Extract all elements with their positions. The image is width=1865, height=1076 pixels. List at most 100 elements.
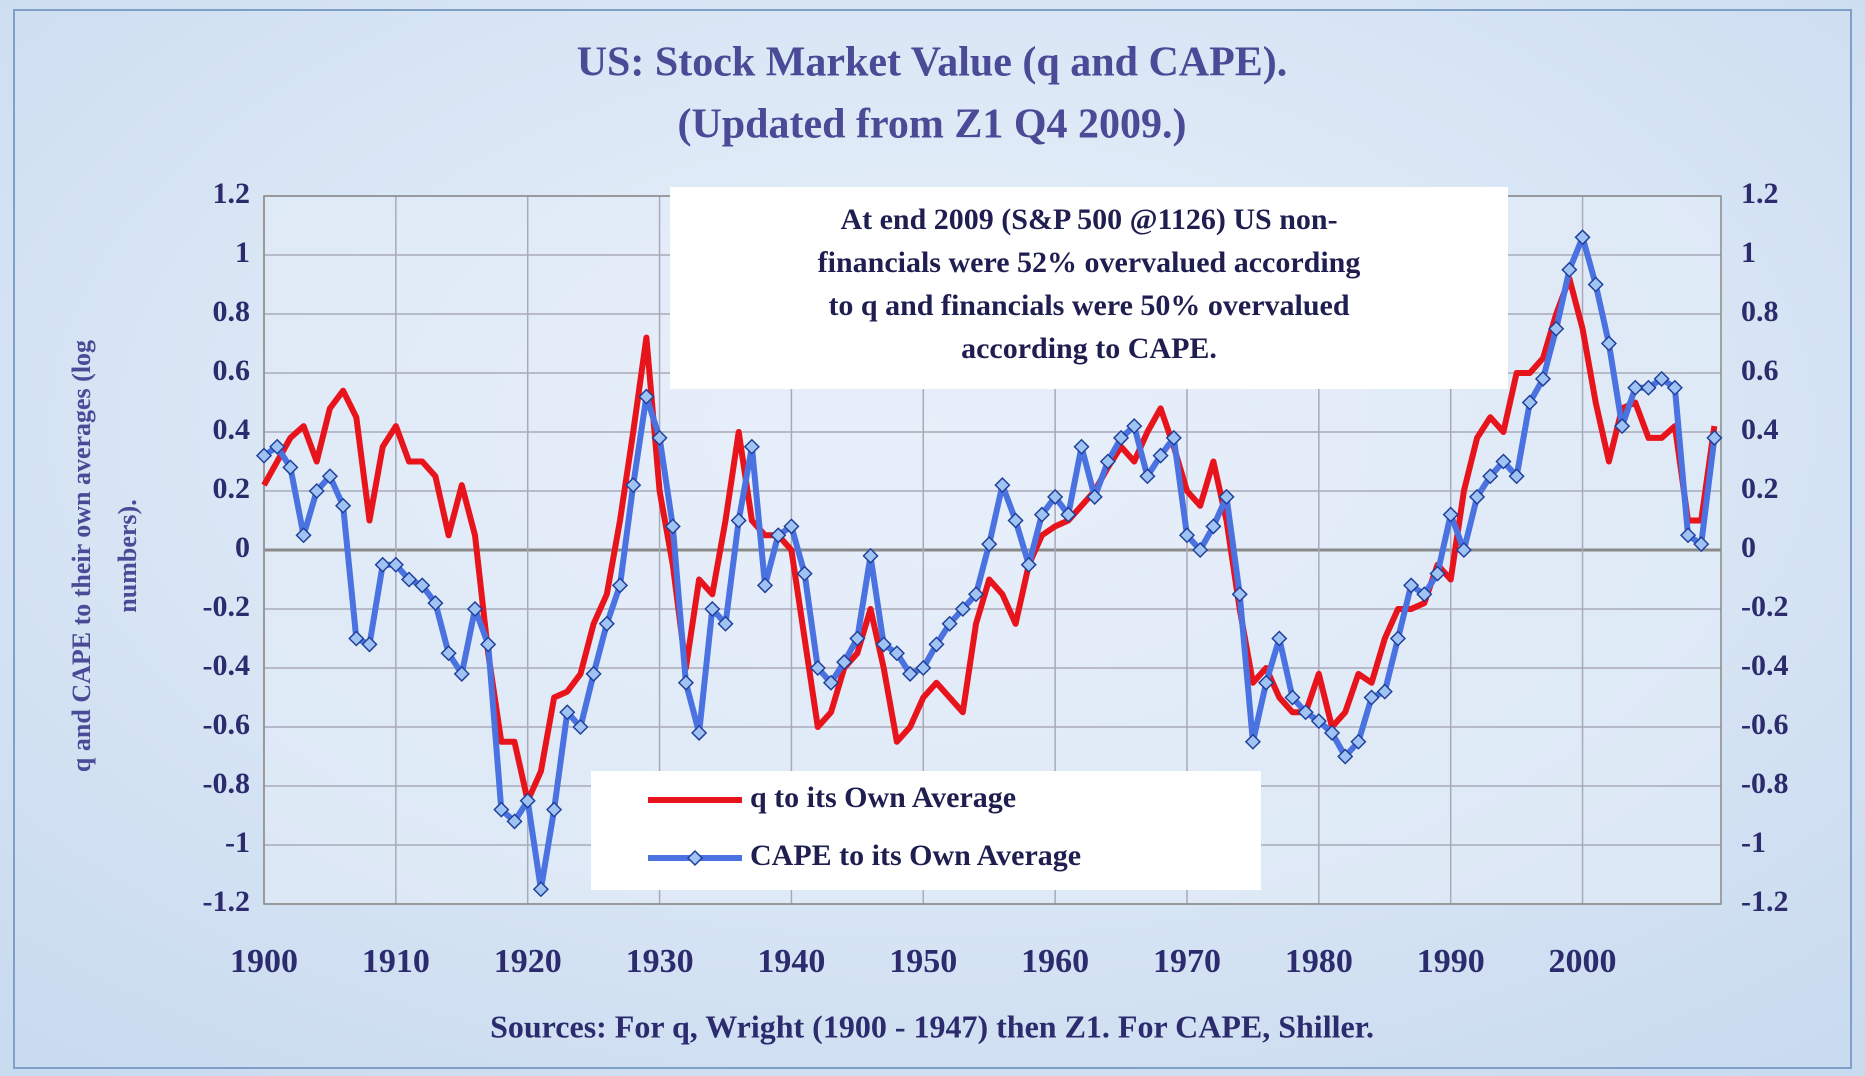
- x-tick-label: 1910: [362, 943, 430, 980]
- y-axis-label: numbers).: [113, 499, 142, 612]
- x-tick-label: 2000: [1549, 943, 1617, 980]
- marker: [1416, 586, 1433, 603]
- marker: [559, 704, 576, 721]
- marker: [1640, 379, 1657, 396]
- marker: [598, 615, 615, 632]
- marker: [1231, 586, 1248, 603]
- marker: [1060, 506, 1077, 523]
- y2-tick-label: 0.8: [1741, 295, 1779, 328]
- y2-tick-label: 1.2: [1741, 177, 1779, 210]
- marker: [1376, 683, 1393, 700]
- y-tick-label: 0.8: [213, 295, 251, 328]
- marker: [651, 429, 668, 446]
- marker: [638, 388, 655, 405]
- marker: [783, 518, 800, 535]
- marker: [361, 636, 378, 653]
- annotation-line: financials were 52% overvalued according: [818, 246, 1361, 279]
- y-tick-label: -0.4: [203, 649, 251, 682]
- marker: [374, 556, 391, 573]
- y2-tick-label: -0.8: [1741, 767, 1789, 800]
- marker: [1165, 429, 1182, 446]
- marker: [1126, 418, 1143, 435]
- chart-title: US: Stock Market Value (q and CAPE).: [577, 40, 1288, 86]
- y-tick-label: 0.2: [213, 472, 251, 505]
- marker: [1693, 536, 1710, 553]
- y2-tick-label: -0.6: [1741, 708, 1789, 741]
- marker: [1047, 488, 1064, 505]
- legend-marker: [686, 849, 704, 867]
- legend-box: [591, 771, 1261, 890]
- marker: [1429, 565, 1446, 582]
- marker: [849, 630, 866, 647]
- y2-tick-label: -0.4: [1741, 649, 1789, 682]
- y-tick-label: 0.4: [213, 413, 251, 446]
- marker: [387, 556, 404, 573]
- marker: [796, 565, 813, 582]
- y2-tick-label: 0.2: [1741, 472, 1779, 505]
- y-tick-label: -1: [225, 826, 250, 859]
- marker: [308, 482, 325, 500]
- marker: [1297, 704, 1314, 721]
- y-tick-label: 0.6: [213, 354, 251, 387]
- marker: [770, 527, 787, 544]
- marker: [1007, 512, 1024, 529]
- marker: [836, 654, 853, 671]
- y-tick-label: -0.8: [203, 767, 251, 800]
- marker: [1350, 733, 1367, 750]
- marker: [1192, 541, 1209, 559]
- marker: [1033, 506, 1051, 523]
- marker: [1337, 748, 1354, 765]
- annotation-box: [670, 187, 1508, 389]
- marker: [941, 615, 958, 632]
- marker: [730, 512, 747, 529]
- marker: [717, 615, 734, 632]
- marker: [691, 724, 708, 741]
- marker: [1020, 556, 1037, 573]
- marker: [1112, 429, 1130, 446]
- marker: [809, 659, 826, 677]
- marker: [1073, 438, 1090, 455]
- marker: [400, 571, 418, 588]
- x-tick-label: 1950: [889, 943, 957, 980]
- marker: [1258, 674, 1275, 691]
- marker: [1152, 447, 1169, 464]
- marker: [875, 636, 892, 653]
- marker: [453, 665, 470, 682]
- overlay: At end 2009 (S&P 500 @1126) US non-finan…: [591, 187, 1508, 890]
- marker: [269, 438, 286, 455]
- marker: [743, 438, 760, 455]
- legend-label: q to its Own Average: [750, 781, 1016, 814]
- y-tick-label: -0.2: [203, 590, 251, 623]
- marker: [572, 718, 589, 736]
- y-axis-label: q and CAPE to their own averages (log: [67, 340, 96, 772]
- marker: [611, 577, 629, 594]
- marker: [1310, 713, 1327, 730]
- marker: [1534, 370, 1552, 387]
- marker: [822, 674, 840, 691]
- marker: [1482, 468, 1499, 485]
- marker: [1099, 453, 1116, 470]
- annotation-line: to q and financials were 50% overvalued: [828, 289, 1349, 322]
- marker: [1706, 429, 1723, 446]
- marker: [1363, 689, 1380, 706]
- marker: [335, 497, 352, 514]
- x-tick-label: 1900: [230, 943, 298, 980]
- marker: [348, 630, 365, 647]
- y2-tick-label: 0.6: [1741, 354, 1779, 387]
- marker: [704, 600, 721, 618]
- marker: [506, 813, 523, 830]
- marker: [928, 636, 945, 653]
- marker: [532, 881, 549, 898]
- marker: [1178, 527, 1196, 544]
- y2-tick-label: -1.2: [1741, 885, 1789, 918]
- marker: [756, 577, 774, 594]
- y2-tick-label: -1: [1741, 826, 1766, 859]
- marker: [585, 665, 602, 682]
- marker: [493, 801, 510, 818]
- annotation-line: according to CAPE.: [961, 332, 1217, 365]
- marker: [915, 659, 932, 677]
- marker: [625, 477, 642, 494]
- marker: [321, 468, 338, 485]
- marker: [1495, 453, 1512, 470]
